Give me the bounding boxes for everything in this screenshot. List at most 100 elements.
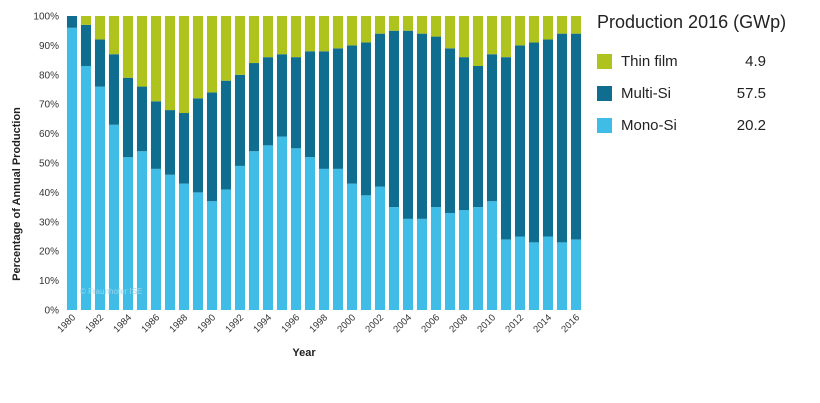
bar-multi-si-2008 bbox=[458, 57, 470, 211]
bar-multi-si-2001 bbox=[360, 42, 372, 196]
bar-mono-si-1991 bbox=[220, 189, 232, 310]
y-tick-label: 30% bbox=[39, 217, 59, 228]
x-tick-label: 2008 bbox=[447, 312, 470, 335]
y-tick-label: 70% bbox=[39, 100, 59, 111]
x-tick-label: 2006 bbox=[419, 312, 442, 335]
bar-thin-film-2015 bbox=[556, 16, 568, 34]
bar-thin-film-1989 bbox=[192, 16, 204, 99]
bar-plot-area bbox=[66, 16, 582, 310]
bar-mono-si-2015 bbox=[556, 242, 568, 310]
bar-multi-si-1998 bbox=[318, 51, 330, 169]
x-tick-label: 2004 bbox=[391, 312, 414, 335]
bar-thin-film-1987 bbox=[164, 16, 176, 111]
bar-mono-si-1995 bbox=[276, 136, 288, 310]
legend-value: 57.5 bbox=[736, 84, 766, 102]
bar-multi-si-1985 bbox=[136, 86, 148, 152]
bar-thin-film-1984 bbox=[122, 16, 134, 78]
y-tick-label: 10% bbox=[39, 276, 59, 287]
bar-thin-film-1985 bbox=[136, 16, 148, 87]
bar-thin-film-2008 bbox=[458, 16, 470, 58]
bar-multi-si-1995 bbox=[276, 54, 288, 137]
bar-multi-si-1994 bbox=[262, 57, 274, 146]
bar-thin-film-2012 bbox=[514, 16, 526, 46]
bar-multi-si-2003 bbox=[388, 30, 400, 208]
bar-mono-si-2007 bbox=[444, 212, 456, 310]
y-tick-label: 60% bbox=[39, 129, 59, 140]
bar-multi-si-1983 bbox=[108, 54, 120, 125]
bar-multi-si-1982 bbox=[94, 39, 106, 87]
bar-mono-si-2012 bbox=[514, 236, 526, 310]
bar-mono-si-2009 bbox=[472, 207, 484, 310]
stacked-bar-chart: 0% 10% 20% 30% 40% 50% 60% 70% 80% 90% 100% 1980 19… bbox=[11, 12, 582, 360]
bar-thin-film-2009 bbox=[472, 16, 484, 66]
bar-thin-film-1981 bbox=[80, 16, 92, 25]
bar-multi-si-2005 bbox=[416, 33, 428, 219]
x-tick-label: 2012 bbox=[503, 312, 526, 335]
bar-mono-si-1987 bbox=[164, 174, 176, 310]
legend-label: Mono-Si bbox=[621, 116, 677, 134]
bar-mono-si-2013 bbox=[528, 242, 540, 310]
bar-multi-si-1996 bbox=[290, 57, 302, 149]
bar-mono-si-1992 bbox=[234, 165, 246, 310]
bar-mono-si-2001 bbox=[360, 195, 372, 310]
bar-mono-si-1984 bbox=[122, 157, 134, 310]
legend-item-multi-si: Multi-Si 57.5 bbox=[597, 77, 812, 109]
bar-multi-si-2014 bbox=[542, 39, 554, 237]
bar-mono-si-1999 bbox=[332, 168, 344, 310]
legend-label: Multi-Si bbox=[621, 84, 672, 102]
bar-mono-si-2000 bbox=[346, 183, 358, 310]
bar-multi-si-2002 bbox=[374, 33, 386, 187]
legend-value: 20.2 bbox=[736, 116, 766, 134]
bar-thin-film-2001 bbox=[360, 16, 372, 43]
x-tick-label: 1990 bbox=[195, 312, 218, 335]
bar-mono-si-1985 bbox=[136, 151, 148, 310]
y-tick-label: 100% bbox=[33, 12, 59, 23]
bar-multi-si-2009 bbox=[472, 65, 484, 208]
bar-thin-film-2004 bbox=[402, 16, 414, 31]
bar-thin-film-1986 bbox=[150, 16, 162, 102]
bar-multi-si-2006 bbox=[430, 36, 442, 208]
bar-multi-si-2013 bbox=[528, 42, 540, 243]
x-tick-label: 2000 bbox=[335, 312, 358, 335]
bar-multi-si-2011 bbox=[500, 57, 512, 240]
y-tick-label: 80% bbox=[39, 70, 59, 81]
bar-thin-film-2014 bbox=[542, 16, 554, 40]
x-tick-label: 2010 bbox=[475, 312, 498, 335]
legend-item-thin-film: Thin film 4.9 bbox=[597, 45, 812, 77]
bar-multi-si-2016 bbox=[570, 33, 582, 240]
bar-mono-si-1986 bbox=[150, 168, 162, 310]
bar-thin-film-2011 bbox=[500, 16, 512, 58]
bar-thin-film-1992 bbox=[234, 16, 246, 75]
watermark-text: © Fraunhofer ISE bbox=[80, 287, 142, 296]
legend-swatch-mono-si bbox=[597, 117, 612, 133]
bar-thin-film-1995 bbox=[276, 16, 288, 55]
legend-title: Production 2016 (GWp) bbox=[597, 12, 787, 32]
bar-multi-si-2007 bbox=[444, 48, 456, 213]
x-axis-title: Year bbox=[292, 347, 316, 359]
x-tick-label: 1986 bbox=[139, 312, 162, 335]
bar-mono-si-2014 bbox=[542, 236, 554, 310]
x-tick-label: 1982 bbox=[83, 312, 106, 335]
bar-multi-si-1986 bbox=[150, 101, 162, 169]
bar-mono-si-1996 bbox=[290, 148, 302, 310]
y-tick-label: 0% bbox=[45, 306, 60, 317]
bar-thin-film-1990 bbox=[206, 16, 218, 93]
bar-mono-si-2005 bbox=[416, 218, 428, 310]
bar-multi-si-1993 bbox=[248, 63, 260, 152]
bar-multi-si-1990 bbox=[206, 92, 218, 202]
legend-item-mono-si: Mono-Si 20.2 bbox=[597, 109, 812, 141]
bar-multi-si-1980 bbox=[66, 16, 78, 28]
legend: Production 2016 (GWp) Thin film 4.9 Mult… bbox=[597, 12, 812, 141]
bar-thin-film-2010 bbox=[486, 16, 498, 55]
bar-mono-si-1988 bbox=[178, 183, 190, 310]
bar-mono-si-2010 bbox=[486, 201, 498, 310]
bar-thin-film-2005 bbox=[416, 16, 428, 34]
bar-thin-film-1991 bbox=[220, 16, 232, 81]
bar-thin-film-1983 bbox=[108, 16, 120, 55]
x-tick-label: 1988 bbox=[167, 312, 190, 335]
bar-multi-si-1992 bbox=[234, 74, 246, 166]
bar-thin-film-2013 bbox=[528, 16, 540, 43]
x-tick-label: 1984 bbox=[111, 312, 134, 335]
x-tick-label: 1992 bbox=[223, 312, 246, 335]
bar-thin-film-2016 bbox=[570, 16, 582, 34]
